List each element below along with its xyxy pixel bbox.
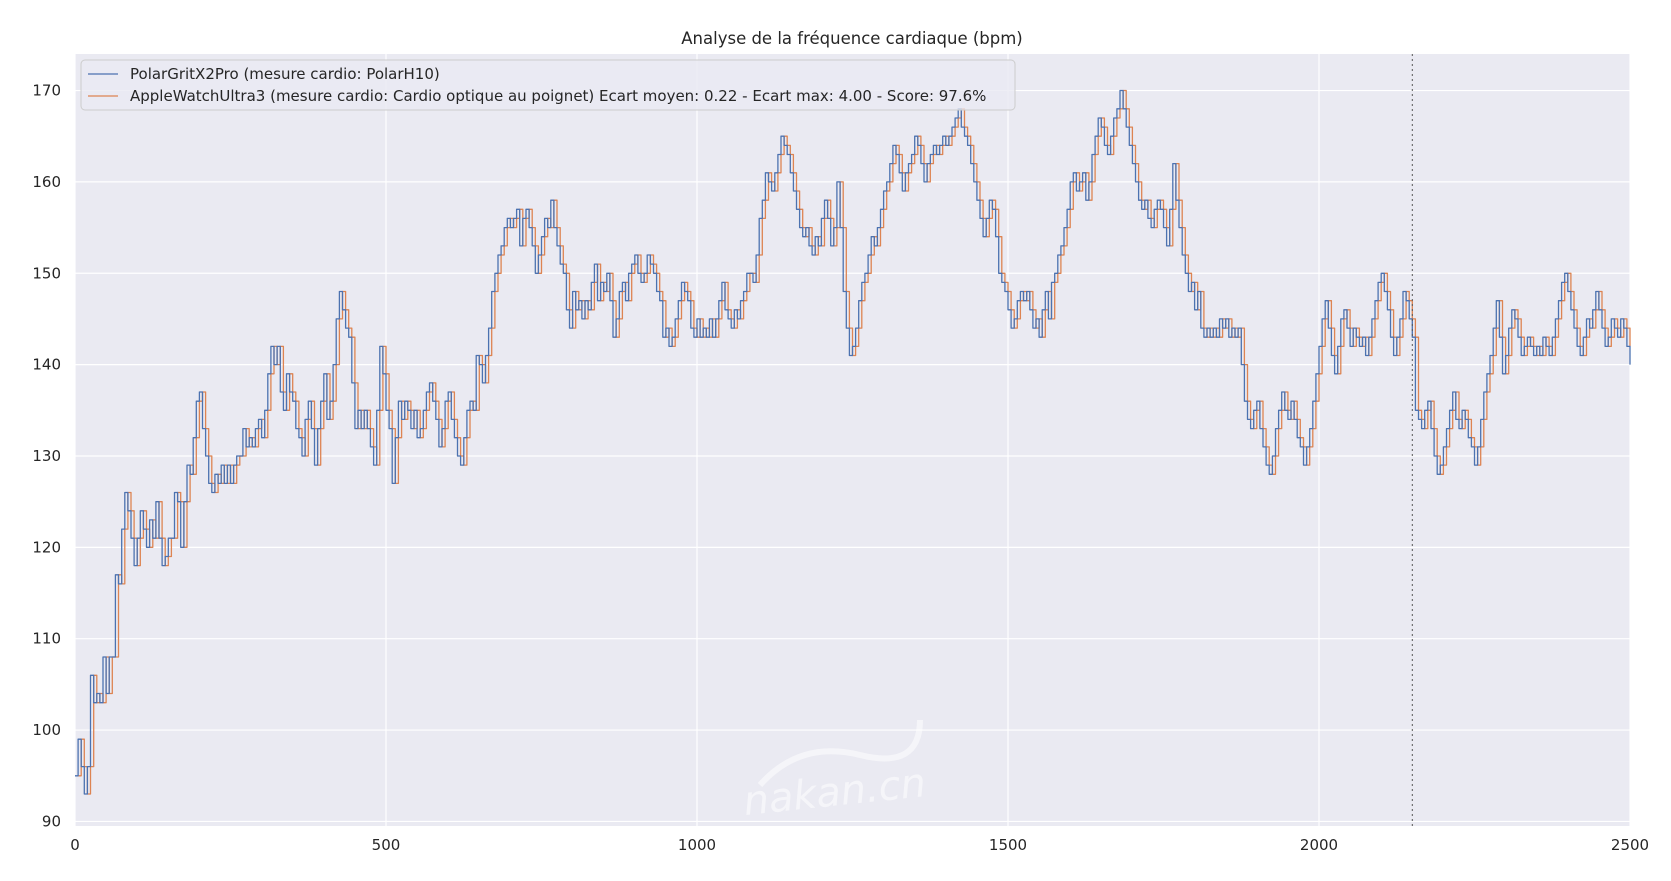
axis-tick-labels: 0 500 1000 1500 2000 2500 90 100 110 120 130 140 150… (32, 82, 1649, 854)
plot-background (75, 54, 1630, 826)
y-tick-label: 90 (42, 812, 61, 830)
x-tick-label: 0 (70, 836, 80, 854)
x-tick-label: 2000 (1300, 836, 1338, 854)
x-tick-label: 1000 (678, 836, 716, 854)
y-tick-label: 150 (32, 264, 61, 282)
legend-label-polar: PolarGritX2Pro (mesure cardio: PolarH10) (130, 65, 440, 83)
y-tick-label: 140 (32, 356, 61, 374)
y-tick-label: 130 (32, 447, 61, 465)
x-tick-label: 500 (372, 836, 401, 854)
series-lines (75, 89, 1631, 795)
series-line-0 (75, 89, 1631, 795)
y-tick-label: 120 (32, 538, 61, 556)
legend: PolarGritX2Pro (mesure cardio: PolarH10)… (80, 59, 1016, 111)
x-tick-label: 1500 (989, 836, 1027, 854)
series-line-1 (78, 89, 1631, 795)
legend-label-apple: AppleWatchUltra3 (mesure cardio: Cardio … (130, 87, 986, 105)
y-tick-label: 160 (32, 173, 61, 191)
chart-title: Analyse de la fréquence cardiaque (bpm) (681, 29, 1022, 48)
y-tick-label: 100 (32, 721, 61, 739)
legend-box (80, 59, 1016, 111)
y-tick-label: 110 (32, 630, 61, 648)
x-tick-label: 2500 (1611, 836, 1649, 854)
y-tick-label: 170 (32, 82, 61, 100)
